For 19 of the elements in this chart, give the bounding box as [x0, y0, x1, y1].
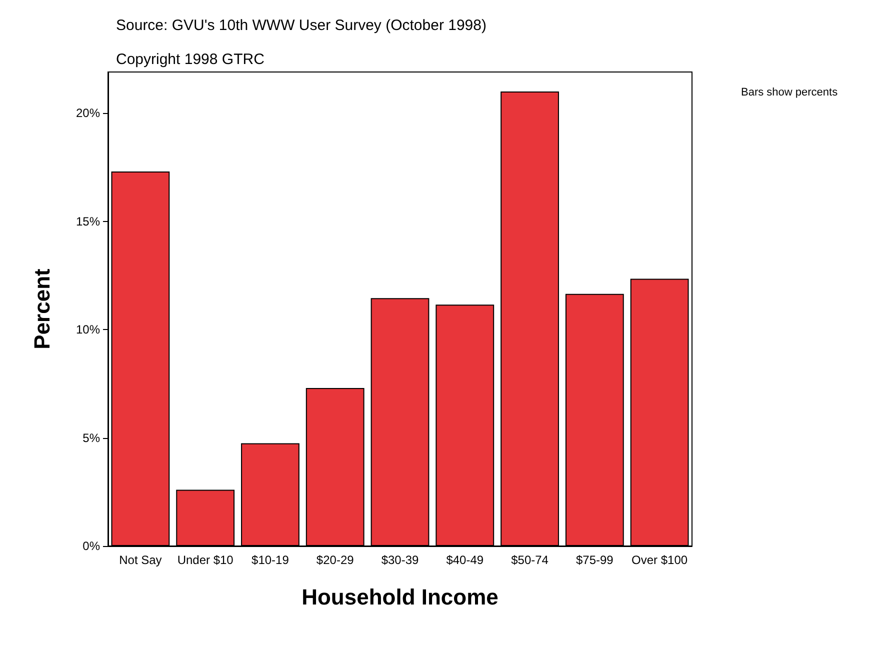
source-note: Source: GVU's 10th WWW User Survey (October 1998) — [116, 17, 486, 34]
y-axis-title: Percent — [30, 268, 54, 350]
y-tick-label: 0% — [82, 539, 100, 553]
x-tick-label: Over $100 — [632, 553, 688, 567]
text: Copyright 1998 GTRC — [116, 51, 265, 68]
x-axis-title: Household Income — [302, 584, 498, 610]
x-tick-label: $75-99 — [576, 553, 614, 567]
x-tick-label: $30-39 — [381, 553, 420, 567]
text: Bars show percents — [741, 86, 838, 98]
x-tick-label: $20-29 — [316, 553, 354, 567]
x-tick-label: Under $10 — [177, 553, 234, 567]
y-tick-label: 5% — [82, 430, 100, 445]
x-tick-label: Not Say — [119, 553, 162, 567]
y-tick-label: 20% — [76, 106, 100, 120]
x-tick-label: $40-49 — [446, 553, 484, 567]
x-tick-label: $50-74 — [511, 553, 549, 567]
x-tick-label: $10-19 — [252, 553, 290, 567]
y-tick-label: 15% — [76, 214, 100, 228]
y-tick-label: 10% — [76, 322, 100, 337]
